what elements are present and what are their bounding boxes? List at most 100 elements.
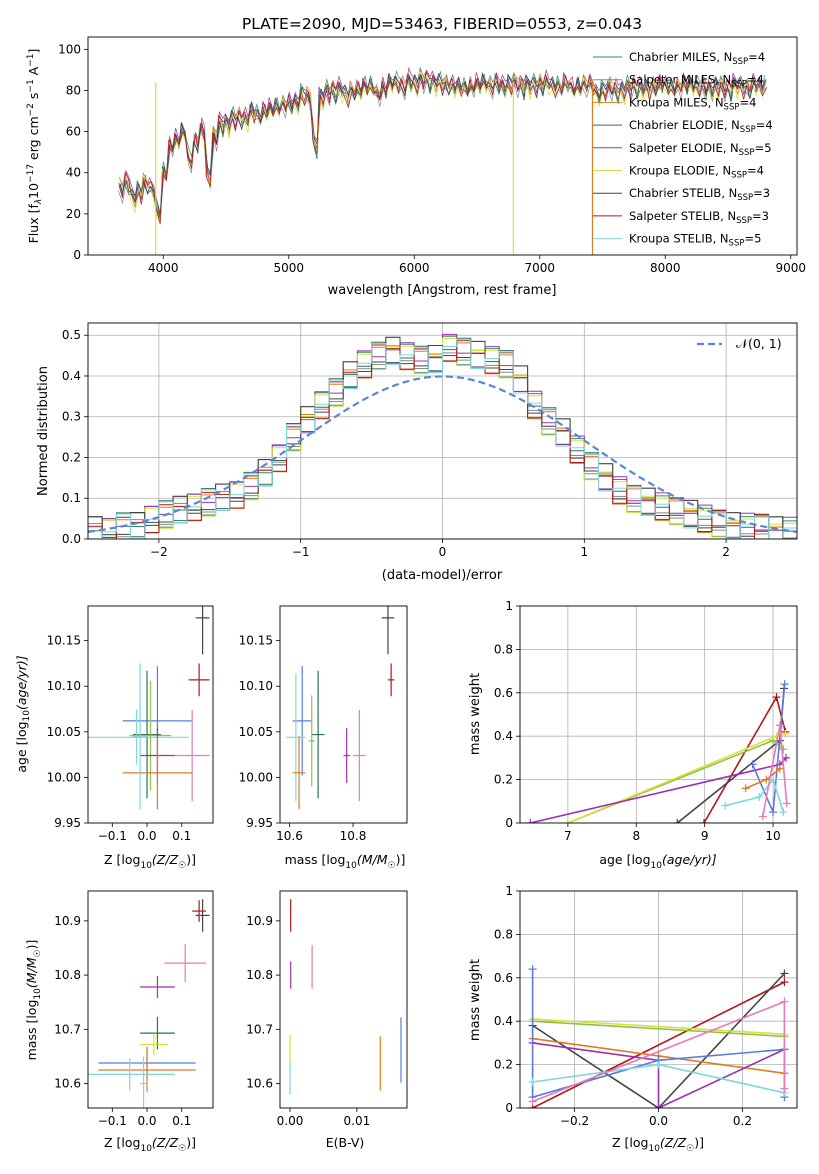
weight-marker: [772, 693, 781, 702]
weight-marker: [769, 808, 778, 817]
plot-area: [88, 606, 210, 810]
label-part: SSP: [740, 125, 756, 135]
label-part: =5: [755, 141, 772, 155]
error-bar-point: [343, 728, 350, 783]
error-bar-point: [122, 736, 193, 810]
y-tick-label: 10.05: [239, 725, 273, 739]
weight-marker: [528, 1097, 537, 1106]
x-tick-label: 0.00: [277, 1114, 304, 1128]
label-part: ☉: [388, 861, 396, 871]
plot-area: [117, 66, 768, 255]
label-part: A: [26, 66, 41, 79]
y-axis-label: mass [log10(M/M☉)]: [24, 940, 43, 1061]
label-part: =4: [747, 164, 764, 178]
error-bar-point: [129, 680, 172, 791]
axes-frame: [87, 605, 214, 824]
label-part: 10: [33, 988, 43, 1000]
label-part: −1: [26, 54, 36, 67]
label-part: (Z/Z: [152, 1135, 179, 1150]
x-tick-label: −2: [150, 545, 168, 559]
chart-age_vs_Z: −0.1 0.0 0.1 9.95 10.00 10.05 10.10 10.15 Z [log…: [14, 605, 214, 871]
y-axis-label: Normed distribution: [36, 366, 51, 496]
label-part: −17: [26, 164, 36, 183]
y-tick-label: 10.00: [239, 770, 273, 784]
spectrum-line-chabrier_stelib: [119, 72, 766, 215]
label-part: Flux [f: [26, 204, 41, 244]
y-tick-label: 0.8: [494, 927, 513, 941]
x-tick-label: 0.2: [733, 1114, 752, 1128]
x-tick-label: 9000: [775, 261, 806, 275]
error-bar-point: [353, 709, 366, 802]
legend-entry: Chabrier ELODIE, NSSP=4: [629, 118, 773, 135]
label-part: λ: [34, 199, 44, 205]
label-part: (Z/Z: [660, 1135, 687, 1150]
x-tick-label: 1: [580, 545, 588, 559]
y-tick-label: 1: [505, 599, 513, 613]
label-part: Kroupa STELIB, N: [629, 232, 729, 246]
label-part: 10: [22, 710, 32, 722]
x-tick-label: 8000: [650, 261, 681, 275]
legend-entry: Kroupa ELODIE, NSSP=4: [629, 164, 764, 181]
x-tick-label: 0.1: [172, 829, 191, 843]
x-tick-label: −1: [292, 545, 310, 559]
weight-line: [530, 757, 787, 823]
axes-frame: [87, 890, 214, 1109]
error-bar-point: [192, 900, 207, 922]
weight-marker: [775, 764, 784, 773]
y-axis-label: age [log10(age/yr)]: [14, 655, 32, 772]
y-tick-label: 40: [66, 166, 81, 180]
x-tick-label: 0.01: [344, 1114, 371, 1128]
label-part: Salpeter MILES, N: [629, 73, 731, 87]
x-tick-label: 0.0: [137, 1114, 156, 1128]
label-part: =3: [753, 186, 770, 200]
label-part: Chabrier STELIB, N: [629, 186, 737, 200]
chart-spectrum: 4000 5000 6000 7000 8000 9000 0 20 40 60 80 100 wave…: [26, 36, 806, 298]
legend-entry: Salpeter MILES, NSSP=4: [629, 73, 764, 90]
label-part: )]: [186, 1135, 196, 1150]
x-tick-label: 10.8: [340, 829, 367, 843]
error-bar-point: [381, 606, 395, 655]
x-tick-label: 10: [765, 829, 780, 843]
label-part: ☉: [178, 861, 186, 871]
label-part: Z [log: [612, 1135, 648, 1150]
weight-marker: [772, 732, 781, 741]
label-part: =4: [747, 73, 764, 87]
legend-entry: Chabrier MILES, NSSP=4: [629, 50, 765, 67]
error-bar-point: [195, 606, 210, 655]
legend-entry: 𝒩(0, 1): [736, 336, 782, 351]
label-part: 10: [345, 861, 357, 871]
y-tick-label: 0: [505, 816, 513, 830]
y-tick-label: 0.2: [494, 1058, 513, 1072]
y-axis-label: mass weight: [468, 673, 483, 755]
axes-frame: [519, 890, 798, 1109]
y-tick-label: 10.10: [47, 679, 81, 693]
weight-line: [567, 733, 786, 823]
y-tick-label: 0.2: [62, 450, 81, 464]
chart-weight_vs_Z: −0.2 0.0 0.2 0 0.2 0.4 0.6 0.8 1 Z [log10(Z/Z☉)] m…: [468, 884, 798, 1154]
x-axis-label: age [log10(age/yr)]: [599, 852, 716, 871]
label-part: =4: [756, 118, 773, 132]
axes-frame: [279, 605, 408, 824]
y-tick-label: 1: [505, 884, 513, 898]
x-tick-label: 9: [701, 829, 709, 843]
weight-marker: [782, 799, 791, 808]
plot-area: [88, 899, 210, 1108]
x-tick-label: 8: [632, 829, 640, 843]
x-axis-label: Z [log10(Z/Z☉)]: [104, 852, 196, 871]
x-tick-label: 6000: [399, 261, 430, 275]
label-part: SSP: [729, 239, 745, 249]
y-tick-label: 0: [505, 1101, 513, 1115]
x-tick-label: 5000: [274, 261, 305, 275]
label-part: mass [log: [24, 1000, 39, 1061]
y-axis-label: mass weight: [468, 959, 483, 1041]
gaussian-curve: [88, 375, 797, 533]
weight-line: [725, 777, 785, 813]
plot-area: [520, 891, 797, 1108]
y-tick-label: 10.15: [239, 634, 273, 648]
label-part: SSP: [737, 193, 753, 203]
label-part: )]: [694, 1135, 704, 1150]
y-tick-label: 10.8: [54, 968, 81, 982]
y-tick-label: 100: [58, 42, 81, 56]
